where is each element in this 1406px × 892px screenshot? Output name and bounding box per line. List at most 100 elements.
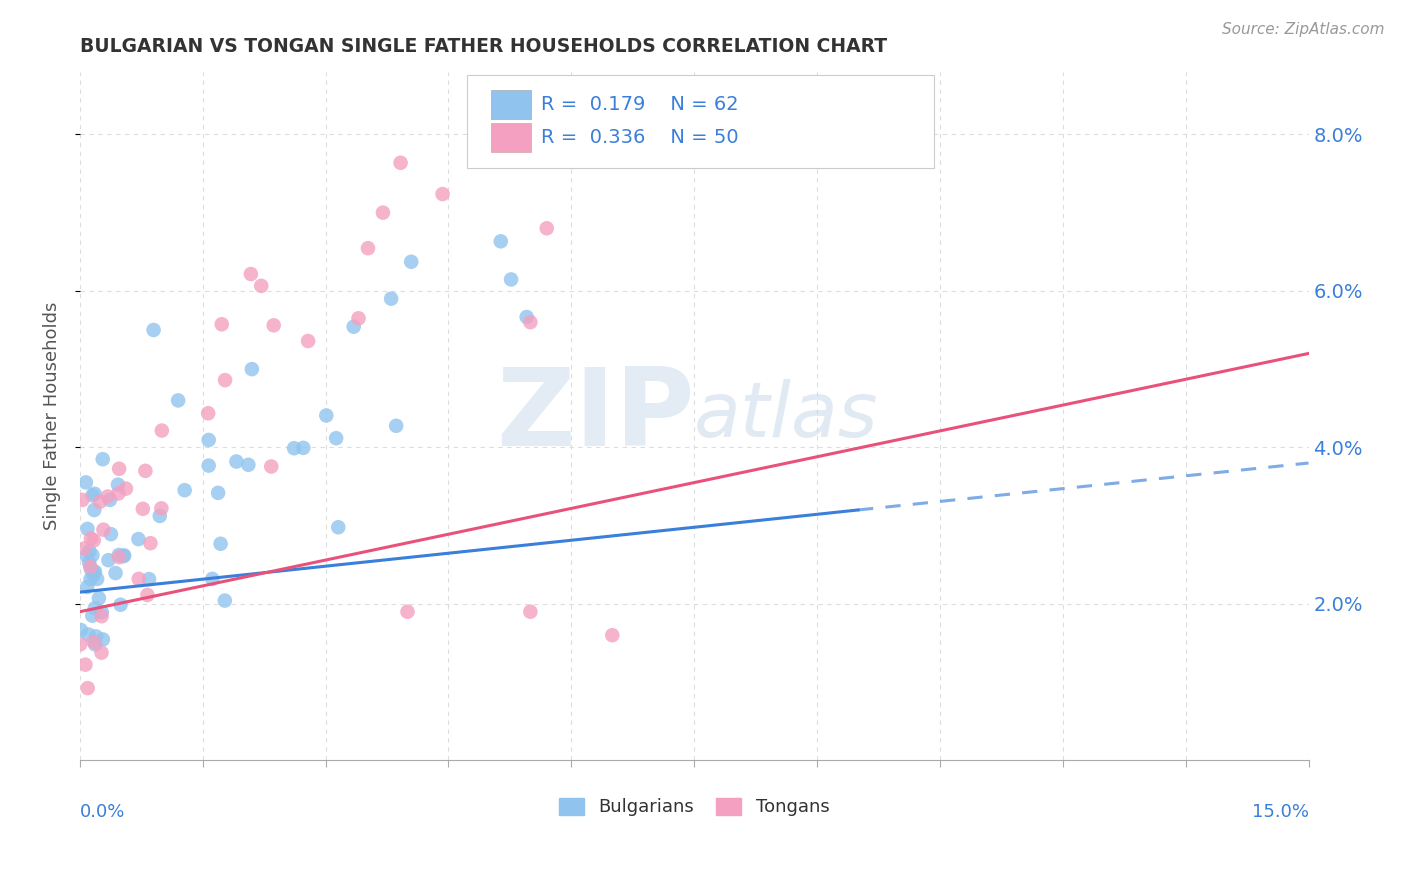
Point <box>150 501 173 516</box>
Point <box>83 487 105 501</box>
Point <box>723 80 745 95</box>
Point <box>132 501 155 516</box>
Point <box>343 319 366 334</box>
Point <box>108 548 131 562</box>
Point <box>80 562 103 576</box>
Point <box>240 362 263 376</box>
Point <box>150 424 173 438</box>
Point <box>80 532 103 546</box>
Point <box>82 548 104 562</box>
Point <box>76 580 98 594</box>
Point <box>83 533 105 548</box>
Point <box>98 492 121 507</box>
Point <box>260 459 283 474</box>
Text: 15.0%: 15.0% <box>1251 803 1309 821</box>
Point <box>83 503 105 517</box>
Point <box>91 632 114 647</box>
Point <box>197 458 219 473</box>
Point <box>513 80 536 95</box>
Point <box>432 187 454 202</box>
Point <box>82 568 104 582</box>
Point <box>127 532 149 546</box>
Point <box>297 334 319 348</box>
Point <box>75 475 97 490</box>
Point <box>76 522 98 536</box>
Point <box>84 637 107 651</box>
Point <box>79 544 101 558</box>
Point <box>86 572 108 586</box>
Point <box>516 310 538 324</box>
Point <box>467 90 489 104</box>
Point <box>679 80 702 95</box>
Point <box>87 591 110 606</box>
Point <box>136 588 159 602</box>
Point <box>79 572 101 586</box>
Point <box>89 494 111 508</box>
Text: BULGARIAN VS TONGAN SINGLE FATHER HOUSEHOLDS CORRELATION CHART: BULGARIAN VS TONGAN SINGLE FATHER HOUSEH… <box>80 37 887 56</box>
Point <box>211 318 233 332</box>
Text: atlas: atlas <box>695 379 879 453</box>
Point <box>112 549 135 563</box>
Point <box>325 431 347 445</box>
Point <box>76 549 98 563</box>
Point <box>104 566 127 580</box>
Point <box>97 490 120 504</box>
Point <box>167 393 190 408</box>
Point <box>79 559 101 574</box>
Point <box>73 541 96 556</box>
Point <box>225 454 247 468</box>
Point <box>347 311 370 326</box>
Text: Source: ZipAtlas.com: Source: ZipAtlas.com <box>1222 22 1385 37</box>
Point <box>83 601 105 615</box>
Point <box>82 488 104 502</box>
Point <box>75 657 97 672</box>
Point <box>214 593 236 607</box>
Point <box>108 550 131 565</box>
Point <box>385 418 408 433</box>
Point <box>600 628 623 642</box>
Point <box>108 462 131 476</box>
FancyBboxPatch shape <box>467 75 934 169</box>
Text: 0.0%: 0.0% <box>80 803 125 821</box>
Point <box>536 221 558 235</box>
FancyBboxPatch shape <box>492 90 531 120</box>
Point <box>292 441 315 455</box>
FancyBboxPatch shape <box>492 123 531 153</box>
Point <box>328 520 350 534</box>
Point <box>83 635 105 649</box>
Text: R =  0.179    N = 62: R = 0.179 N = 62 <box>541 95 738 114</box>
Point <box>197 406 219 420</box>
Text: R =  0.336    N = 50: R = 0.336 N = 50 <box>541 128 738 147</box>
Point <box>139 536 162 550</box>
Point <box>142 323 165 337</box>
Point <box>76 681 98 695</box>
Point <box>115 482 138 496</box>
Point <box>399 254 422 268</box>
Point <box>250 278 273 293</box>
Point <box>173 483 195 498</box>
Point <box>112 549 135 563</box>
Point <box>357 241 380 255</box>
Point <box>100 527 122 541</box>
Point <box>396 605 419 619</box>
Point <box>93 523 115 537</box>
Point <box>209 537 232 551</box>
Point <box>77 627 100 641</box>
Point <box>371 205 394 219</box>
Point <box>91 452 114 467</box>
Point <box>110 598 132 612</box>
Point <box>77 556 100 570</box>
Y-axis label: Single Father Households: Single Father Households <box>44 301 60 530</box>
Point <box>263 318 285 333</box>
Point <box>84 565 107 579</box>
Point <box>214 373 236 387</box>
Point <box>239 267 262 281</box>
Point <box>519 315 541 329</box>
Point <box>380 292 402 306</box>
Point <box>90 646 112 660</box>
Point <box>107 486 129 500</box>
Point <box>600 80 623 95</box>
Point <box>527 80 550 95</box>
Point <box>72 492 94 507</box>
Point <box>84 629 107 643</box>
